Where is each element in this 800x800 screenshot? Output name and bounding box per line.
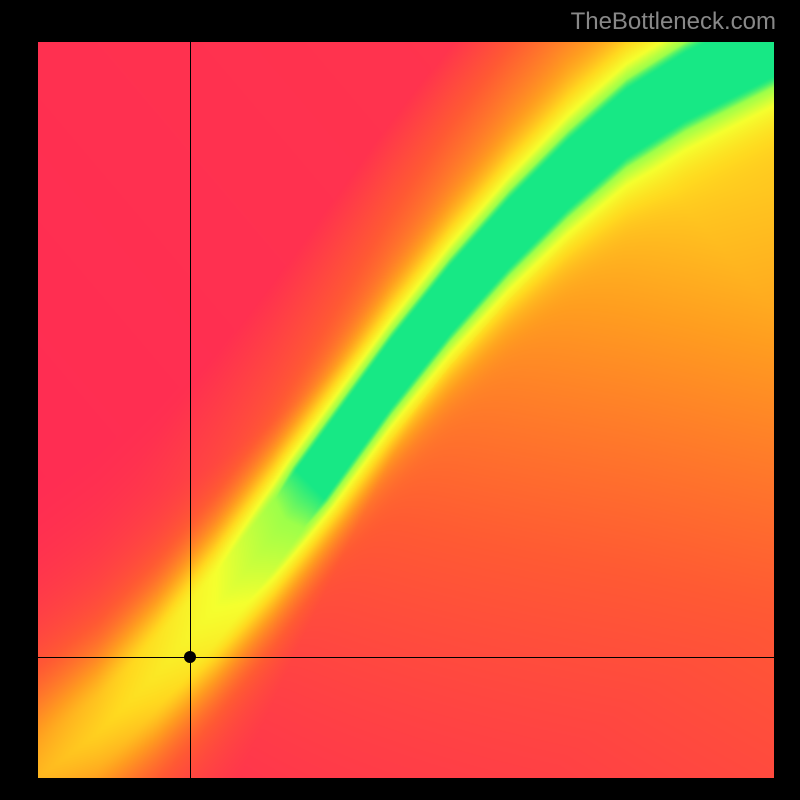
- heatmap-canvas: [38, 42, 774, 778]
- crosshair-horizontal: [38, 657, 774, 658]
- watermark-text: TheBottleneck.com: [571, 8, 776, 36]
- crosshair-point: [184, 651, 196, 663]
- heatmap-chart: [38, 42, 774, 778]
- crosshair-vertical: [190, 42, 191, 778]
